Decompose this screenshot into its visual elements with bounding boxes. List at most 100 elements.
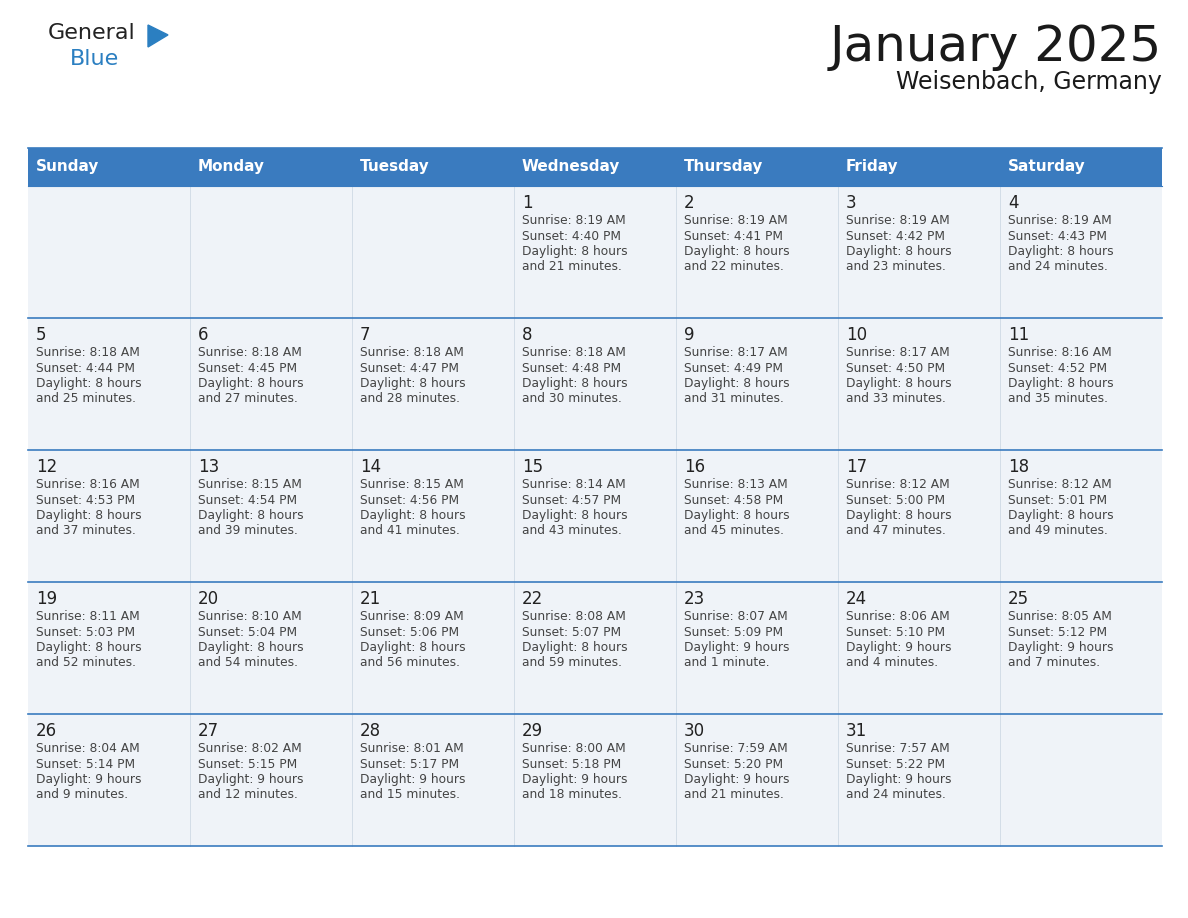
Bar	[838, 186, 1000, 318]
Bar	[838, 582, 1000, 714]
Text: and 28 minutes.: and 28 minutes.	[360, 393, 460, 406]
Text: Daylight: 8 hours: Daylight: 8 hours	[846, 245, 952, 258]
Text: 9: 9	[684, 326, 695, 344]
Bar	[190, 186, 352, 318]
Text: and 24 minutes.: and 24 minutes.	[1007, 261, 1108, 274]
Bar	[514, 318, 676, 450]
Bar	[352, 186, 514, 318]
Text: Sunrise: 8:19 AM: Sunrise: 8:19 AM	[846, 214, 949, 227]
Text: and 49 minutes.: and 49 minutes.	[1007, 524, 1108, 538]
Bar	[352, 450, 514, 582]
Bar	[352, 318, 514, 450]
Text: Sunset: 4:47 PM: Sunset: 4:47 PM	[360, 362, 459, 375]
Text: and 27 minutes.: and 27 minutes.	[198, 393, 298, 406]
Bar	[514, 714, 676, 846]
Text: and 39 minutes.: and 39 minutes.	[198, 524, 298, 538]
Text: 25: 25	[1007, 590, 1029, 608]
Bar	[190, 318, 352, 450]
Text: Sunrise: 8:18 AM: Sunrise: 8:18 AM	[36, 346, 140, 359]
Text: Tuesday: Tuesday	[360, 160, 430, 174]
Text: Sunrise: 8:07 AM: Sunrise: 8:07 AM	[684, 610, 788, 623]
Bar	[676, 714, 838, 846]
Text: and 23 minutes.: and 23 minutes.	[846, 261, 946, 274]
Text: and 54 minutes.: and 54 minutes.	[198, 656, 298, 669]
Text: Sunset: 4:40 PM: Sunset: 4:40 PM	[522, 230, 621, 242]
Bar	[29, 148, 1162, 186]
Text: Sunrise: 8:01 AM: Sunrise: 8:01 AM	[360, 742, 463, 755]
Text: Sunday: Sunday	[36, 160, 100, 174]
Text: and 1 minute.: and 1 minute.	[684, 656, 770, 669]
Text: and 43 minutes.: and 43 minutes.	[522, 524, 621, 538]
Text: Sunset: 4:48 PM: Sunset: 4:48 PM	[522, 362, 621, 375]
Text: Daylight: 9 hours: Daylight: 9 hours	[684, 773, 790, 786]
Text: Daylight: 8 hours: Daylight: 8 hours	[684, 377, 790, 390]
Text: and 18 minutes.: and 18 minutes.	[522, 789, 623, 801]
Text: and 59 minutes.: and 59 minutes.	[522, 656, 623, 669]
Text: Sunset: 4:42 PM: Sunset: 4:42 PM	[846, 230, 944, 242]
Text: Sunset: 5:12 PM: Sunset: 5:12 PM	[1007, 625, 1107, 639]
Text: Daylight: 9 hours: Daylight: 9 hours	[684, 641, 790, 654]
Text: 22: 22	[522, 590, 543, 608]
Text: Thursday: Thursday	[684, 160, 764, 174]
Text: Sunrise: 8:15 AM: Sunrise: 8:15 AM	[360, 478, 463, 491]
Text: Sunrise: 8:05 AM: Sunrise: 8:05 AM	[1007, 610, 1112, 623]
Text: and 31 minutes.: and 31 minutes.	[684, 393, 784, 406]
Text: Monday: Monday	[198, 160, 265, 174]
Text: 3: 3	[846, 194, 857, 212]
Text: 17: 17	[846, 458, 867, 476]
Text: 19: 19	[36, 590, 57, 608]
Text: and 37 minutes.: and 37 minutes.	[36, 524, 135, 538]
Text: Sunset: 5:09 PM: Sunset: 5:09 PM	[684, 625, 783, 639]
Text: Sunset: 4:52 PM: Sunset: 4:52 PM	[1007, 362, 1107, 375]
Text: Sunset: 5:14 PM: Sunset: 5:14 PM	[36, 757, 135, 770]
Text: and 45 minutes.: and 45 minutes.	[684, 524, 784, 538]
Bar	[514, 450, 676, 582]
Text: Daylight: 8 hours: Daylight: 8 hours	[36, 509, 141, 522]
Text: Sunrise: 8:06 AM: Sunrise: 8:06 AM	[846, 610, 949, 623]
Text: Sunrise: 8:00 AM: Sunrise: 8:00 AM	[522, 742, 626, 755]
Text: 30: 30	[684, 722, 706, 740]
Bar	[838, 714, 1000, 846]
Text: Sunrise: 8:11 AM: Sunrise: 8:11 AM	[36, 610, 140, 623]
Text: Sunset: 5:04 PM: Sunset: 5:04 PM	[198, 625, 297, 639]
Text: Sunrise: 8:10 AM: Sunrise: 8:10 AM	[198, 610, 302, 623]
Text: Sunset: 4:53 PM: Sunset: 4:53 PM	[36, 494, 135, 507]
Text: 23: 23	[684, 590, 706, 608]
Text: Daylight: 8 hours: Daylight: 8 hours	[846, 377, 952, 390]
Text: Sunset: 4:41 PM: Sunset: 4:41 PM	[684, 230, 783, 242]
Text: Sunset: 4:54 PM: Sunset: 4:54 PM	[198, 494, 297, 507]
Bar	[352, 714, 514, 846]
Text: Daylight: 8 hours: Daylight: 8 hours	[360, 641, 466, 654]
Text: 1: 1	[522, 194, 532, 212]
Text: Sunset: 5:07 PM: Sunset: 5:07 PM	[522, 625, 621, 639]
Text: and 25 minutes.: and 25 minutes.	[36, 393, 135, 406]
Text: Daylight: 8 hours: Daylight: 8 hours	[522, 245, 627, 258]
Text: General: General	[48, 23, 135, 43]
Text: Sunrise: 8:17 AM: Sunrise: 8:17 AM	[684, 346, 788, 359]
Text: Sunset: 4:45 PM: Sunset: 4:45 PM	[198, 362, 297, 375]
Text: Friday: Friday	[846, 160, 898, 174]
Text: Sunrise: 8:13 AM: Sunrise: 8:13 AM	[684, 478, 788, 491]
Bar	[1000, 318, 1162, 450]
Bar	[190, 450, 352, 582]
Text: Daylight: 8 hours: Daylight: 8 hours	[198, 377, 304, 390]
Text: Wednesday: Wednesday	[522, 160, 620, 174]
Text: Daylight: 8 hours: Daylight: 8 hours	[36, 377, 141, 390]
Text: Daylight: 8 hours: Daylight: 8 hours	[846, 509, 952, 522]
Text: Sunrise: 7:57 AM: Sunrise: 7:57 AM	[846, 742, 949, 755]
Text: Daylight: 9 hours: Daylight: 9 hours	[1007, 641, 1113, 654]
Text: 16: 16	[684, 458, 706, 476]
Text: Sunset: 5:15 PM: Sunset: 5:15 PM	[198, 757, 297, 770]
Text: and 52 minutes.: and 52 minutes.	[36, 656, 135, 669]
Text: 14: 14	[360, 458, 381, 476]
Text: Daylight: 8 hours: Daylight: 8 hours	[684, 245, 790, 258]
Text: and 15 minutes.: and 15 minutes.	[360, 789, 460, 801]
Text: 20: 20	[198, 590, 219, 608]
Text: Daylight: 8 hours: Daylight: 8 hours	[684, 509, 790, 522]
Text: 2: 2	[684, 194, 695, 212]
Bar	[1000, 714, 1162, 846]
Text: Sunrise: 8:12 AM: Sunrise: 8:12 AM	[846, 478, 949, 491]
Text: and 47 minutes.: and 47 minutes.	[846, 524, 946, 538]
Text: 10: 10	[846, 326, 867, 344]
Text: and 7 minutes.: and 7 minutes.	[1007, 656, 1100, 669]
